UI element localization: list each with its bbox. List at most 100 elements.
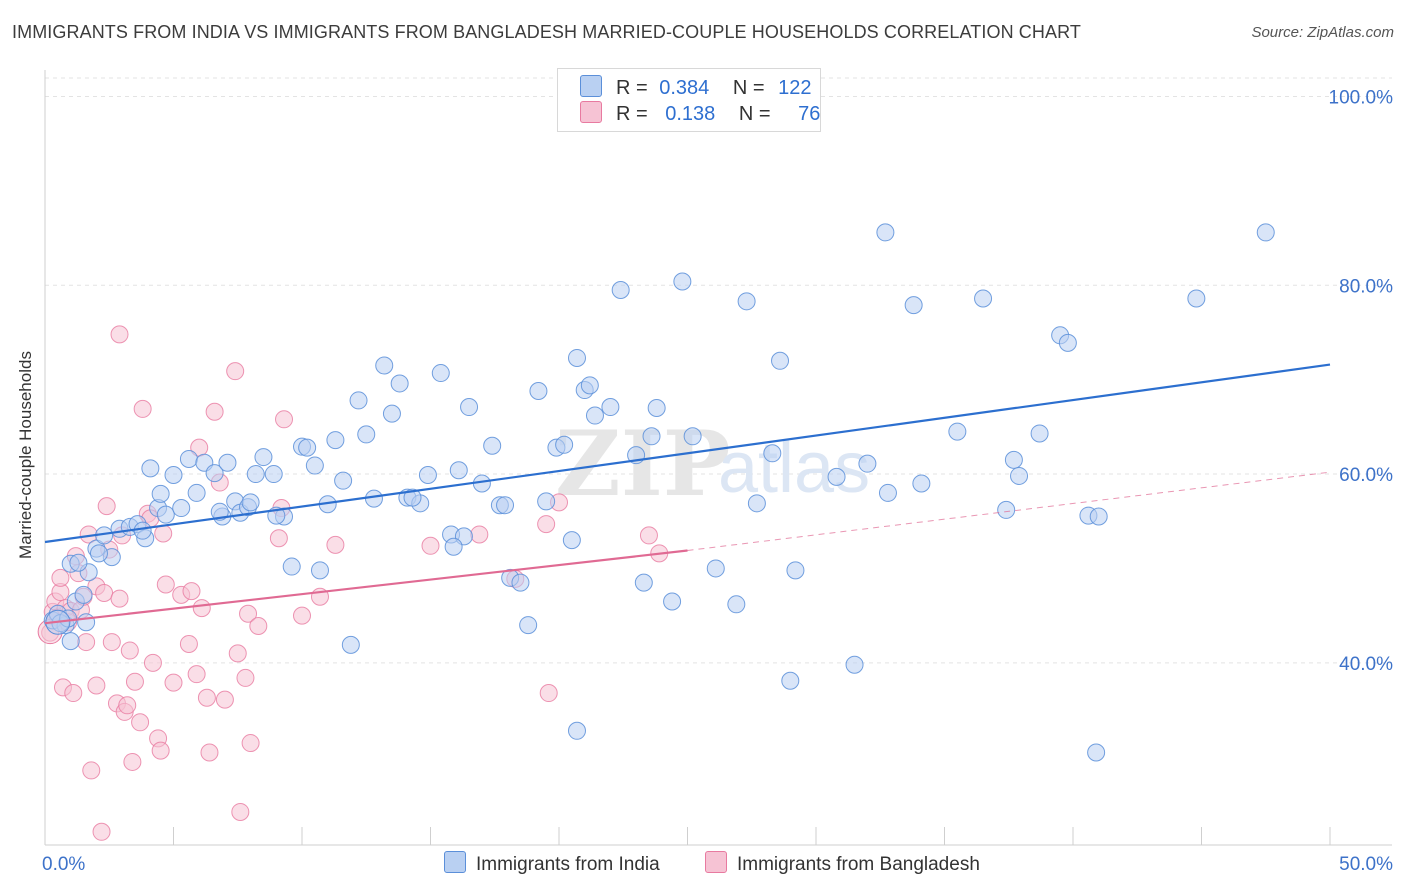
bangladesh-point <box>421 536 440 555</box>
india-point <box>771 351 790 370</box>
regression-lines <box>44 363 1331 625</box>
india-point <box>1058 333 1077 352</box>
bangladesh-point <box>95 583 114 602</box>
watermark-atlas: atlas <box>718 428 870 508</box>
india-point <box>246 465 265 484</box>
india-point <box>876 223 895 242</box>
bangladesh-point <box>125 672 144 691</box>
india-point <box>164 465 183 484</box>
india-point <box>611 280 630 299</box>
india-point <box>706 559 725 578</box>
bangladesh-point <box>205 402 224 421</box>
bangladesh-point <box>110 325 129 344</box>
bangladesh-point <box>326 535 345 554</box>
india-point <box>341 635 360 654</box>
bangladesh-point <box>179 634 198 653</box>
bangladesh-point <box>200 743 219 762</box>
india-point <box>69 553 88 572</box>
india-point <box>974 289 993 308</box>
india-r-label: R = <box>616 77 648 99</box>
india-point <box>562 531 581 550</box>
india-point <box>382 404 401 423</box>
india-point <box>334 471 353 490</box>
axes <box>44 70 1392 846</box>
india-point <box>912 474 931 493</box>
bangladesh-point <box>77 633 96 652</box>
x-tick-label-max: 50.0% <box>1339 854 1393 875</box>
y-tick-label: 40.0% <box>1339 654 1393 675</box>
bangladesh-regression-extension <box>687 471 1331 552</box>
india-point <box>449 461 468 480</box>
india-point <box>156 505 175 524</box>
india-point <box>418 465 437 484</box>
bottom-legend-india: Immigrants from India <box>444 851 660 876</box>
bangladesh-swatch <box>580 101 602 123</box>
bangladesh-point <box>236 668 255 687</box>
india-point <box>537 492 556 511</box>
india-point <box>1004 450 1023 469</box>
india-point <box>781 671 800 690</box>
india-point <box>305 456 324 475</box>
india-point <box>349 391 368 410</box>
bangladesh-regression-line <box>44 549 688 625</box>
india-point <box>179 449 198 468</box>
india-point <box>647 398 666 417</box>
bangladesh-point <box>226 362 245 381</box>
watermark: ZIP atlas <box>555 411 870 517</box>
bangladesh-point <box>239 604 258 623</box>
india-point <box>254 448 273 467</box>
india-point <box>727 595 746 614</box>
india-point <box>683 427 702 446</box>
india-n-label: N = <box>732 77 765 99</box>
india-point <box>519 616 538 635</box>
india-point <box>390 374 409 393</box>
india-point <box>133 521 152 540</box>
india-point <box>444 537 463 556</box>
india-point <box>555 435 574 454</box>
india-point <box>141 459 160 478</box>
legend-row-india: R = 0.384 N = 122 <box>580 75 812 101</box>
india-point <box>151 484 170 503</box>
india-swatch <box>580 75 602 97</box>
india-point <box>1256 223 1275 242</box>
india-point <box>878 483 897 502</box>
bangladesh-point <box>215 690 234 709</box>
bangladesh-point <box>156 575 175 594</box>
bangladesh-point <box>120 641 139 660</box>
bangladesh-r-label: R = <box>616 103 648 125</box>
chart-title: IMMIGRANTS FROM INDIA VS IMMIGRANTS FROM… <box>12 22 1081 42</box>
bangladesh-point <box>97 497 116 516</box>
india-regression-line <box>44 363 1331 544</box>
bangladesh-point <box>269 529 288 548</box>
india-point <box>673 272 692 291</box>
bottom-india-label: Immigrants from India <box>476 854 660 875</box>
india-point <box>241 493 260 512</box>
india-point <box>827 467 846 486</box>
india-point <box>529 381 548 400</box>
india-point <box>763 444 782 463</box>
india-point <box>1010 466 1029 485</box>
india-point <box>74 585 93 604</box>
bottom-legend-bangladesh: Immigrants from Bangladesh <box>705 851 980 876</box>
india-point <box>310 561 329 580</box>
y-tick-label: 100.0% <box>1329 88 1394 109</box>
india-point <box>642 427 661 446</box>
bangladesh-point <box>87 676 106 695</box>
stats-legend: R = 0.384 N = 122 R = 0.138 N = 76 <box>557 68 821 132</box>
bangladesh-point <box>182 582 201 601</box>
india-point <box>634 573 653 592</box>
india-point <box>205 464 224 483</box>
india-point <box>431 364 450 383</box>
bangladesh-point <box>197 688 216 707</box>
india-point <box>1030 424 1049 443</box>
bangladesh-point <box>231 802 250 821</box>
bangladesh-point <box>241 734 260 753</box>
bangladesh-point <box>537 515 556 534</box>
bangladesh-point <box>92 822 111 841</box>
india-point <box>580 376 599 395</box>
india-point <box>747 494 766 513</box>
india-point <box>403 488 422 507</box>
bangladesh-point <box>123 752 142 771</box>
india-point <box>585 406 604 425</box>
india-points <box>43 223 1275 762</box>
